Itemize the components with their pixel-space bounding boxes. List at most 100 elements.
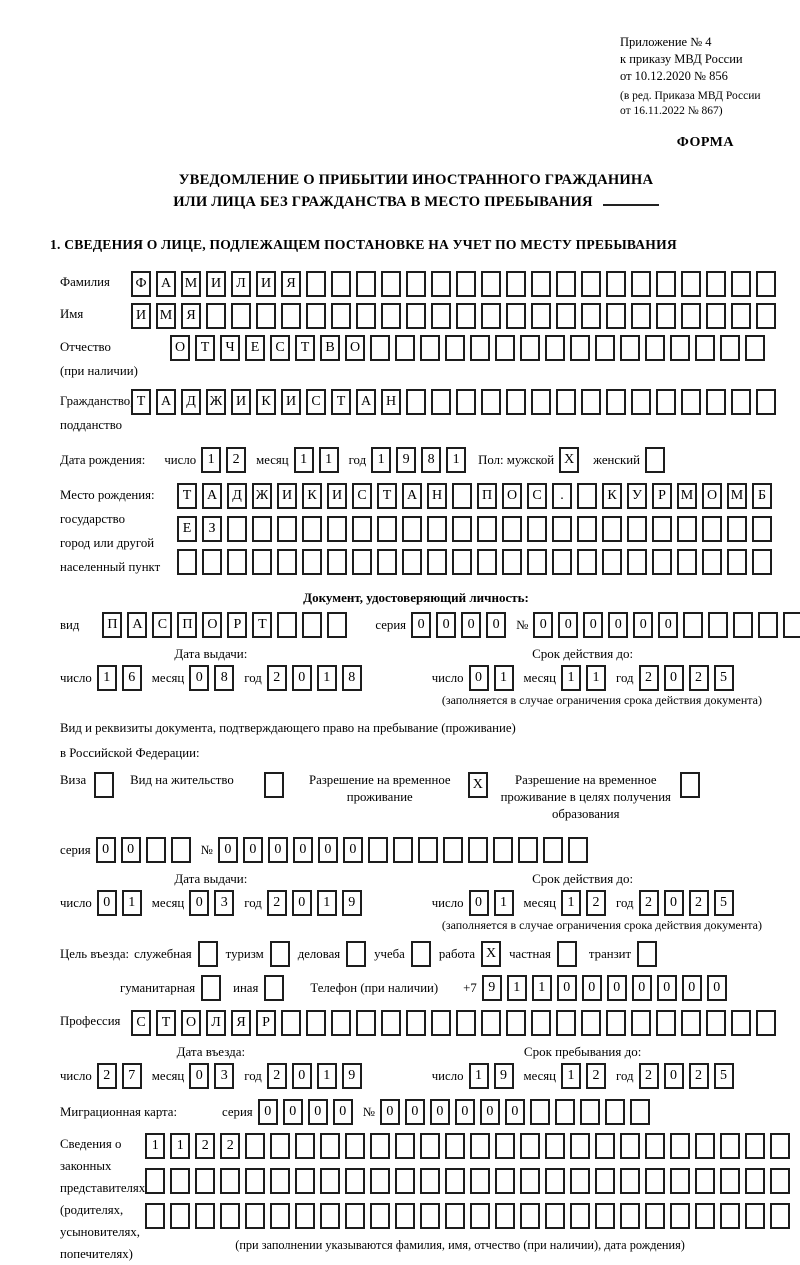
form-cell[interactable] — [556, 941, 577, 967]
form-cell[interactable]: Е — [245, 335, 265, 361]
form-cell[interactable]: 0 — [631, 975, 652, 1001]
form-cell[interactable] — [302, 516, 322, 542]
form-cell[interactable] — [581, 1010, 601, 1036]
form-cell[interactable]: К — [602, 483, 622, 509]
form-cell[interactable] — [320, 1168, 341, 1194]
form-cell[interactable] — [679, 772, 700, 798]
form-cell[interactable]: 2 — [226, 447, 247, 473]
form-cell[interactable] — [306, 1010, 326, 1036]
form-cell[interactable] — [295, 1168, 316, 1194]
form-cell[interactable] — [731, 303, 751, 329]
form-cell[interactable]: А — [356, 389, 376, 415]
form-cell[interactable] — [645, 1133, 666, 1159]
form-cell[interactable] — [420, 1168, 441, 1194]
form-cell[interactable]: 1 — [316, 1063, 337, 1089]
form-cell[interactable]: 9 — [396, 447, 417, 473]
form-cell[interactable] — [145, 1168, 166, 1194]
form-cell[interactable] — [502, 549, 522, 575]
form-cell[interactable] — [506, 389, 526, 415]
form-cell[interactable] — [702, 516, 722, 542]
form-cell[interactable] — [629, 1099, 650, 1125]
form-cell[interactable] — [606, 1010, 626, 1036]
form-cell[interactable] — [270, 1133, 291, 1159]
form-cell[interactable]: 0 — [291, 665, 312, 691]
form-cell[interactable] — [581, 303, 601, 329]
form-cell[interactable]: X — [467, 772, 488, 798]
form-cell[interactable] — [631, 1010, 651, 1036]
form-cell[interactable] — [195, 1168, 216, 1194]
form-cell[interactable] — [320, 1133, 341, 1159]
form-cell[interactable]: 0 — [663, 665, 684, 691]
form-cell[interactable] — [752, 516, 772, 542]
form-cell[interactable]: 0 — [454, 1099, 475, 1125]
form-cell[interactable] — [620, 1168, 641, 1194]
form-cell[interactable]: 1 — [96, 665, 117, 691]
form-cell[interactable]: 0 — [658, 612, 679, 638]
form-cell[interactable] — [645, 1168, 666, 1194]
form-cell[interactable] — [644, 447, 665, 473]
form-cell[interactable] — [420, 335, 440, 361]
form-cell[interactable]: 5 — [713, 665, 734, 691]
form-cell[interactable] — [467, 837, 488, 863]
form-cell[interactable] — [395, 1168, 416, 1194]
form-cell[interactable]: 1 — [586, 665, 607, 691]
form-cell[interactable] — [456, 271, 476, 297]
form-cell[interactable] — [327, 549, 347, 575]
form-cell[interactable]: 0 — [558, 612, 579, 638]
form-cell[interactable] — [302, 612, 323, 638]
form-cell[interactable] — [370, 1168, 391, 1194]
form-cell[interactable] — [708, 612, 729, 638]
form-cell[interactable] — [256, 303, 276, 329]
form-cell[interactable]: 1 — [531, 975, 552, 1001]
form-cell[interactable] — [370, 1203, 391, 1229]
form-cell[interactable] — [470, 1168, 491, 1194]
form-cell[interactable] — [677, 549, 697, 575]
form-cell[interactable] — [542, 837, 563, 863]
form-cell[interactable] — [170, 1168, 191, 1194]
form-cell[interactable] — [202, 549, 222, 575]
form-cell[interactable]: 2 — [220, 1133, 241, 1159]
form-cell[interactable]: И — [231, 389, 251, 415]
form-cell[interactable] — [370, 1133, 391, 1159]
form-cell[interactable] — [381, 271, 401, 297]
form-cell[interactable] — [520, 1203, 541, 1229]
form-cell[interactable]: 0 — [332, 1099, 353, 1125]
form-cell[interactable]: П — [102, 612, 123, 638]
form-cell[interactable]: 0 — [96, 890, 117, 916]
form-cell[interactable]: 0 — [663, 1063, 684, 1089]
form-cell[interactable]: 1 — [371, 447, 392, 473]
form-cell[interactable] — [606, 303, 626, 329]
form-cell[interactable] — [745, 1133, 766, 1159]
form-cell[interactable] — [731, 389, 751, 415]
form-cell[interactable] — [579, 1099, 600, 1125]
form-cell[interactable] — [442, 837, 463, 863]
form-cell[interactable] — [531, 389, 551, 415]
form-cell[interactable] — [295, 1203, 316, 1229]
form-cell[interactable]: X — [559, 447, 580, 473]
form-cell[interactable] — [520, 335, 540, 361]
form-cell[interactable]: 0 — [95, 837, 116, 863]
form-cell[interactable]: М — [181, 271, 201, 297]
form-cell[interactable]: 2 — [266, 1063, 287, 1089]
form-cell[interactable] — [756, 389, 776, 415]
form-cell[interactable]: Р — [652, 483, 672, 509]
form-cell[interactable]: 0 — [307, 1099, 328, 1125]
form-cell[interactable] — [302, 549, 322, 575]
form-cell[interactable] — [545, 335, 565, 361]
form-cell[interactable] — [445, 1168, 466, 1194]
form-cell[interactable]: 0 — [291, 890, 312, 916]
form-cell[interactable]: Ж — [252, 483, 272, 509]
form-cell[interactable] — [595, 1203, 616, 1229]
form-cell[interactable] — [495, 1203, 516, 1229]
form-cell[interactable] — [720, 1168, 741, 1194]
form-cell[interactable] — [627, 549, 647, 575]
form-cell[interactable] — [495, 335, 515, 361]
form-cell[interactable] — [620, 1133, 641, 1159]
form-cell[interactable] — [631, 389, 651, 415]
form-cell[interactable] — [270, 1168, 291, 1194]
form-cell[interactable] — [531, 271, 551, 297]
form-cell[interactable] — [745, 335, 765, 361]
form-cell[interactable] — [527, 516, 547, 542]
form-cell[interactable] — [197, 941, 218, 967]
form-cell[interactable]: 8 — [341, 665, 362, 691]
